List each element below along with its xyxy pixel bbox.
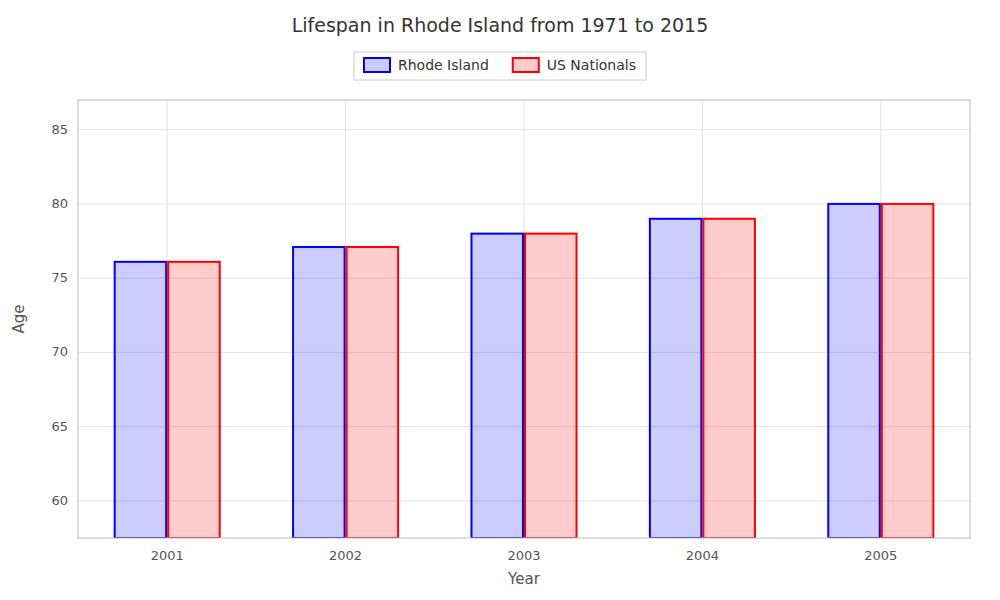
y-tick-label: 75 (51, 270, 68, 285)
bar (347, 247, 399, 538)
y-tick-label: 85 (51, 122, 68, 137)
legend-label: Rhode Island (398, 57, 489, 73)
title: Lifespan in Rhode Island from 1971 to 20… (292, 14, 709, 36)
bar (115, 262, 167, 538)
y-tick-label: 60 (51, 493, 68, 508)
y-tick-label: 70 (51, 344, 68, 359)
legend-item: Rhode Island (364, 57, 489, 73)
y-axis-label: Age (10, 304, 28, 333)
legend-swatch (364, 58, 390, 72)
legend-label: US Nationals (547, 57, 636, 73)
x-tick-label: 2003 (507, 548, 540, 563)
legend-swatch (513, 58, 539, 72)
bar (703, 219, 755, 538)
x-tick-label: 2002 (329, 548, 362, 563)
x-tick-label: 2005 (864, 548, 897, 563)
x-axis-label: Year (507, 570, 541, 588)
plot-frame (78, 100, 970, 538)
bar (882, 204, 934, 538)
grid (78, 100, 970, 538)
y-tick-label: 65 (51, 419, 68, 434)
bar (168, 262, 220, 538)
bar (650, 219, 702, 538)
bars (115, 204, 934, 538)
background (0, 0, 1000, 600)
x-tick-label: 2004 (686, 548, 719, 563)
bar (471, 234, 523, 538)
chart-container: 60 65 70 75 80 85 2001 2002 2003 2004 2005 Lifespan… (0, 0, 1000, 600)
legend: Rhode Island US Nationals (354, 52, 646, 80)
legend-frame (354, 52, 646, 80)
x-tick-label: 2001 (151, 548, 184, 563)
y-tick-label: 80 (51, 196, 68, 211)
legend-item: US Nationals (513, 57, 636, 73)
bar (293, 247, 345, 538)
bar (525, 234, 577, 538)
bar (828, 204, 880, 538)
chart-svg: 60 65 70 75 80 85 2001 2002 2003 2004 2005 Lifespan… (0, 0, 1000, 600)
